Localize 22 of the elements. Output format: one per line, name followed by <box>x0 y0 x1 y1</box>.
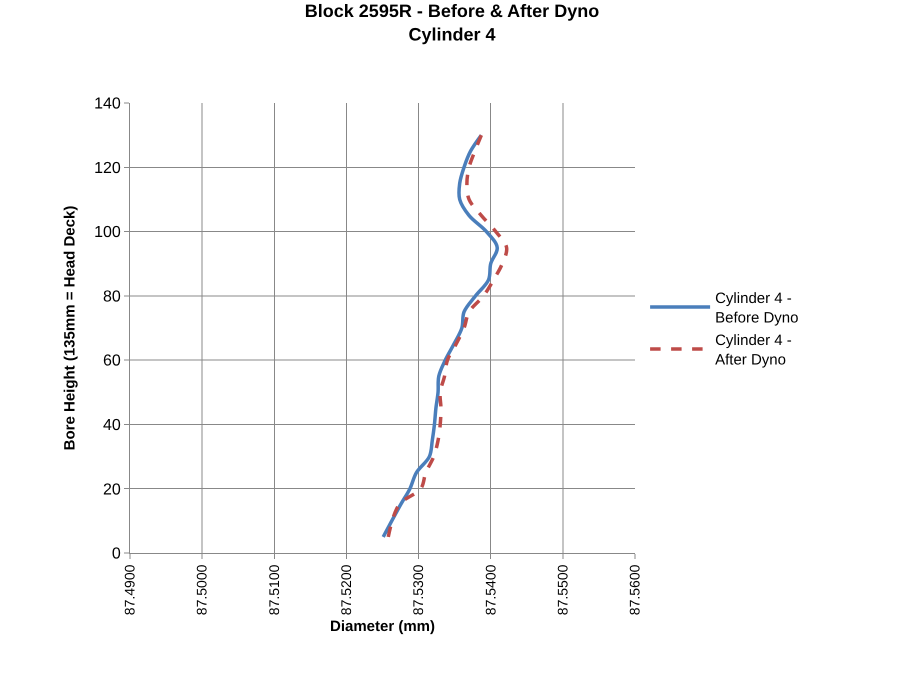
y-tick-label: 20 <box>103 481 121 498</box>
y-axis-title: Bore Height (135mm = Head Deck) <box>61 206 78 450</box>
x-tick-label: 87.5400 <box>482 564 498 616</box>
y-tick-label: 80 <box>103 288 121 306</box>
x-axis-title: Diameter (mm) <box>330 618 436 636</box>
x-tick-label: 87.5500 <box>554 564 570 616</box>
legend-label: Cylinder 4 - After Dyno <box>715 332 792 369</box>
x-tick-label: 87.4900 <box>122 564 138 616</box>
y-tick-label: 60 <box>103 352 121 370</box>
y-tick-label: 0 <box>112 546 121 563</box>
chart-title: Block 2595R - Before & After Dyno <box>304 1 600 22</box>
y-tick-label: 140 <box>94 96 121 113</box>
x-tick-label: 87.5300 <box>410 564 426 616</box>
chart-subtitle: Cylinder 4 <box>408 24 496 44</box>
y-tick-label: 100 <box>94 224 121 242</box>
legend-label: Cylinder 4 - Before Dyno <box>715 290 798 327</box>
x-tick-label: 87.5200 <box>338 564 354 616</box>
x-tick-label: 87.5000 <box>194 564 210 616</box>
x-tick-label: 87.5100 <box>266 564 282 616</box>
y-tick-label: 40 <box>103 417 121 434</box>
x-tick-label: 87.5600 <box>626 564 643 616</box>
y-tick-label: 120 <box>94 160 121 177</box>
